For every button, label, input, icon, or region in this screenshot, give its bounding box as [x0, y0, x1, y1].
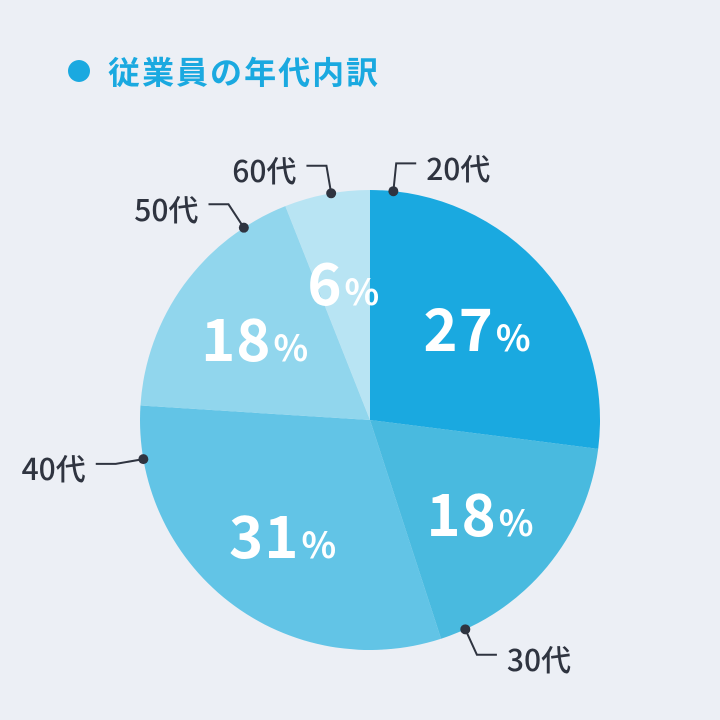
callout-dot-icon — [138, 454, 148, 464]
slice-ext-label: 50代 — [134, 186, 198, 230]
slice-value-label: 6% — [307, 238, 379, 322]
callout-line — [306, 166, 331, 194]
slice-value-label: 31% — [229, 491, 336, 575]
slice-ext-label: 30代 — [507, 636, 571, 680]
slice-value-label: 27% — [423, 284, 530, 368]
callout-dot-icon — [326, 188, 336, 198]
pie-svg — [0, 0, 720, 720]
pie-chart: 27% 20代 18% 30代 31% 40代 18% 50代 6% 60代 — [0, 0, 720, 720]
card: 従業員の年代内訳 27%20代18%30代31%40代18%50代6%60代 — [0, 0, 720, 720]
callout-dot-icon — [239, 223, 249, 233]
slice-ext-label: 40代 — [22, 445, 86, 489]
slice-ext-label: 60代 — [232, 147, 296, 191]
callout-line — [465, 629, 497, 654]
callout-dot-icon — [460, 624, 470, 634]
callout-line — [208, 204, 243, 227]
callout-line — [96, 459, 144, 464]
slice-ext-label: 20代 — [426, 145, 490, 189]
slice-value-label: 18% — [201, 294, 308, 378]
callout-dot-icon — [388, 186, 398, 196]
callout-line — [393, 163, 416, 191]
slice-value-label: 18% — [426, 469, 533, 553]
